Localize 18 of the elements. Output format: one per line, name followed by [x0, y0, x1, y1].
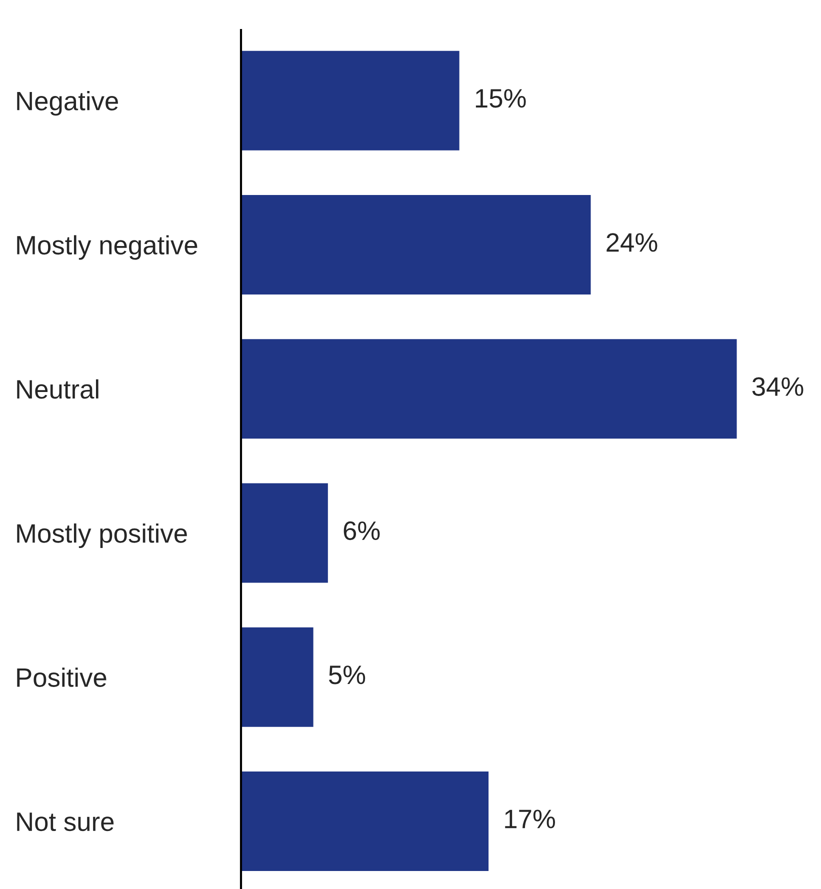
data-label: 17% [505, 810, 555, 828]
y-tick-label: Mostly negative [17, 235, 198, 260]
data-label: 5% [328, 666, 366, 684]
bar [241, 626, 315, 728]
bar [241, 482, 330, 584]
y-tick-label: Neutral [17, 379, 98, 399]
bar [241, 194, 592, 296]
data-label: 15% [476, 89, 526, 108]
bar [241, 338, 738, 440]
bar [241, 770, 490, 872]
data-label: 34% [752, 377, 804, 396]
data-label: 24% [606, 233, 658, 252]
y-tick-label: Mostly positive [17, 523, 187, 548]
y-tick-label: Not sure [17, 812, 114, 832]
bar [241, 49, 461, 152]
data-label: 6% [344, 521, 380, 540]
y-tick-label: Negative [17, 91, 118, 116]
y-tick-label: Positive [17, 668, 106, 687]
